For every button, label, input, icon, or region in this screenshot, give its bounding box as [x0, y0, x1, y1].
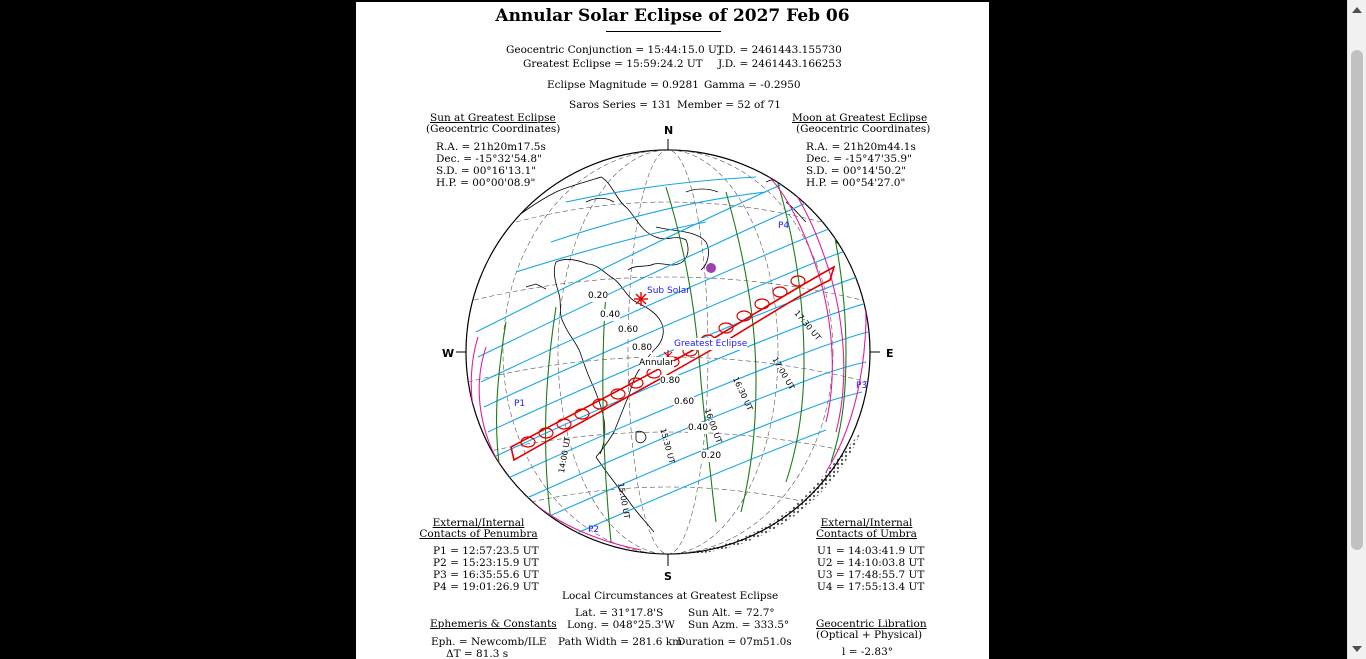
local-circumstances-title: Local Circumstances at Greatest Eclipse — [562, 590, 779, 602]
eclipse-page: Annular Solar Eclipse of 2027 Feb 06 Geo… — [356, 2, 989, 659]
moon-hp: H.P. = 00°54'27.0" — [806, 177, 906, 189]
penumbra-title-2: Contacts of Penumbra — [419, 528, 538, 540]
mag-label-080b: 0.80 — [660, 375, 681, 387]
vertical-scrollbar[interactable] — [1347, 0, 1366, 659]
umbra-u3: U3 = 17:48:55.7 UT — [817, 569, 925, 581]
penumbra-title-1: External/Internal — [432, 517, 525, 529]
greatest-eclipse-jd: J.D. = 2461443.166253 — [718, 58, 842, 70]
p2-label: P2 — [588, 525, 600, 535]
sun-dec: Dec. = -15°32'54.8" — [436, 153, 542, 165]
p3-label: P3 — [856, 381, 868, 391]
local-lat: Lat. = 31°17.8'S — [575, 607, 664, 619]
saros-series: Saros Series = 131 — [569, 99, 672, 111]
moon-subtitle: (Geocentric Coordinates) — [796, 123, 931, 135]
greatest-eclipse-label: Greatest Eclipse — [674, 338, 748, 350]
sun-title: Sun at Greatest Eclipse — [430, 112, 556, 124]
penumbra-p3: P3 = 16:35:55.6 UT — [433, 569, 539, 581]
mag-label-060b: 0.60 — [674, 396, 695, 408]
mag-label-040b: 0.40 — [688, 422, 709, 434]
moon-marker-icon — [706, 263, 716, 273]
eclipse-magnitude: Eclipse Magnitude = 0.9281 — [547, 79, 699, 91]
saros-member: Member = 52 of 71 — [677, 99, 781, 111]
local-path-width: Path Width = 281.6 km — [558, 636, 683, 648]
sun-hp: H.P. = 00°00'08.9" — [436, 177, 536, 189]
p4-label: P4 — [778, 221, 790, 231]
libration-title: Geocentric Libration — [816, 618, 927, 630]
ephemeris-dt: ΔT = 81.3 s — [446, 648, 509, 659]
eclipse-globe-map — [456, 139, 880, 566]
scroll-thumb[interactable] — [1351, 50, 1363, 550]
compass-east: E — [886, 347, 894, 360]
libration-subtitle: (Optical + Physical) — [816, 629, 923, 641]
mag-label-040: 0.40 — [600, 309, 621, 321]
umbra-u4: U4 = 17:55:13.4 UT — [817, 581, 925, 593]
ephemeris-title: Ephemeris & Constants — [430, 618, 557, 630]
umbra-u2: U2 = 14:10:03.8 UT — [817, 557, 925, 569]
mag-label-020: 0.20 — [588, 290, 609, 302]
mag-label-080: 0.80 — [632, 342, 653, 354]
moon-title: Moon at Greatest Eclipse — [792, 112, 928, 124]
penumbra-p2: P2 = 15:23:15.9 UT — [433, 557, 539, 569]
annular-label: Annular — [639, 357, 674, 369]
sub-solar-star-icon — [634, 292, 648, 306]
libration-l: l = -2.83° — [842, 646, 894, 658]
mag-label-020b: 0.20 — [701, 450, 722, 462]
local-sun-alt: Sun Alt. = 72.7° — [688, 607, 775, 619]
eclipse-gamma: Gamma = -0.2950 — [704, 79, 801, 91]
local-sun-azm: Sun Azm. = 333.5° — [688, 619, 790, 631]
page-title: Annular Solar Eclipse of 2027 Feb 06 — [495, 6, 850, 26]
night-shading — [626, 432, 861, 555]
sub-solar-label: Sub Solar — [647, 286, 690, 296]
penumbra-p4: P4 = 19:01:26.9 UT — [433, 581, 539, 593]
conjunction-jd: J.D. = 2461443.155730 — [718, 44, 842, 56]
umbra-title-2: Contacts of Umbra — [816, 528, 917, 540]
penumbra-p1: P1 = 12:57:23.5 UT — [433, 545, 539, 557]
mag-label-060: 0.60 — [618, 324, 639, 336]
sun-subtitle: (Geocentric Coordinates) — [426, 123, 561, 135]
greatest-eclipse-text: Greatest Eclipse = 15:59:24.2 UT — [523, 58, 703, 70]
p1-label: P1 — [514, 399, 526, 409]
compass-west: W — [442, 347, 455, 360]
magnitude-lines — [475, 161, 870, 541]
moon-ra: R.A. = 21h20m44.1s — [806, 141, 916, 153]
umbra-u1: U1 = 14:03:41.9 UT — [817, 545, 925, 557]
compass-north: N — [664, 124, 674, 137]
umbra-title-1: External/Internal — [820, 517, 913, 529]
local-long: Long. = 048°25.3'W — [567, 619, 675, 631]
moon-sd: S.D. = 00°14'50.2" — [806, 165, 907, 177]
sun-ra: R.A. = 21h20m17.5s — [436, 141, 546, 153]
sun-sd: S.D. = 00°16'13.1" — [436, 165, 537, 177]
local-duration: Duration = 07m51.0s — [677, 636, 792, 648]
ephemeris-eph: Eph. = Newcomb/ILE — [431, 636, 547, 648]
scroll-up-arrow-icon[interactable] — [1352, 7, 1362, 13]
compass-south: S — [664, 570, 672, 583]
moon-dec: Dec. = -15°47'35.9" — [806, 153, 912, 165]
scroll-down-arrow-icon[interactable] — [1352, 646, 1362, 652]
title-underline — [606, 31, 721, 32]
conjunction-text: Geocentric Conjunction = 15:44:15.0 UT — [506, 44, 724, 56]
